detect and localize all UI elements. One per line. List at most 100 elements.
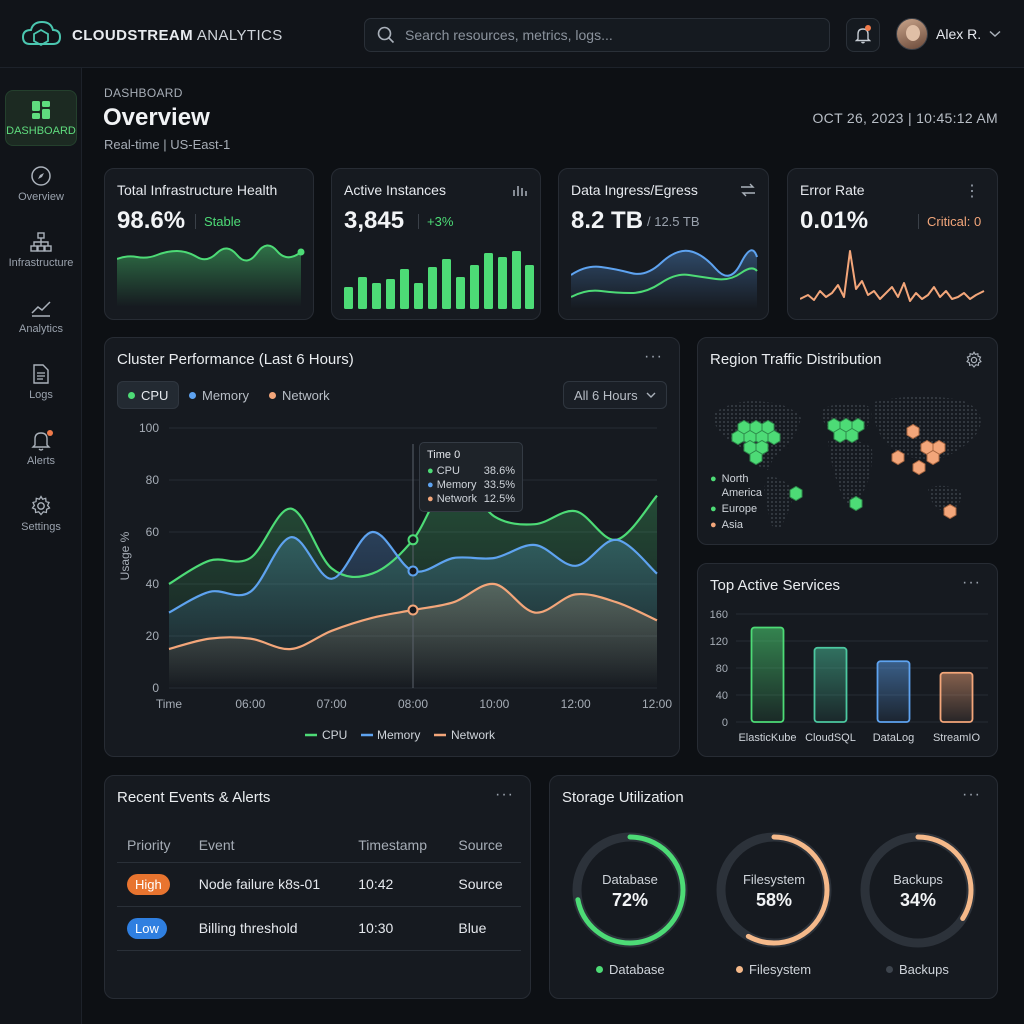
card-title: Region Traffic Distribution: [710, 351, 882, 368]
more-options-icon[interactable]: ···: [962, 786, 981, 803]
event-cell: Billing threshold: [188, 906, 349, 951]
tooltip-title: Time 0: [427, 449, 461, 461]
legend-item-asia: ● Asia: [710, 519, 744, 531]
compass-icon: [31, 166, 51, 186]
sidebar-item-dashboard[interactable]: DASHBOARD: [5, 90, 77, 146]
tooltip-row-cpu: ● CPU 38.6%: [427, 465, 515, 477]
sidebar-item-logs[interactable]: Logs: [5, 354, 77, 410]
table-row[interactable]: Low Billing threshold 10:30 Blue: [117, 906, 521, 951]
trend-icon: [31, 301, 51, 317]
legend-item-europe: ● Europe: [710, 503, 758, 515]
time-range-select[interactable]: All 6 Hours: [563, 381, 667, 409]
sidebar-item-label: Infrastructure: [8, 257, 74, 269]
column-header-timestamp[interactable]: Timestamp: [348, 828, 449, 863]
hover-point-memory: [407, 565, 419, 577]
kpi-card-instances[interactable]: Active Instances 3,845 +3%: [331, 168, 541, 320]
legend-label-cpu: CPU: [322, 728, 347, 742]
user-menu[interactable]: Alex R.: [896, 18, 1001, 50]
source-cell: Source: [448, 862, 521, 907]
kpi-title: Total Infrastructure Health: [117, 182, 278, 198]
column-header-priority[interactable]: Priority: [117, 828, 189, 863]
current-datetime: OCT 26, 2023 | 10:45:12 AM: [812, 110, 998, 126]
card-title: Recent Events & Alerts: [117, 789, 271, 806]
priority-cell: Low: [117, 906, 189, 951]
kpi-card-ingress[interactable]: Data Ingress/Egress 8.2 TB / 12.5 TB: [558, 168, 769, 320]
sidebar-item-alerts[interactable]: Alerts: [5, 420, 77, 476]
page-title: Overview: [103, 104, 210, 131]
gear-icon: [31, 495, 51, 516]
health-sparkline: [117, 244, 305, 307]
y-tick-label: 100: [139, 421, 159, 435]
brand-name: CLOUDSTREAM ANALYTICS: [72, 26, 283, 44]
y-axis-label: Usage %: [118, 531, 132, 580]
search-bar[interactable]: [364, 18, 830, 52]
kpi-card-health[interactable]: Total Infrastructure Health 98.6% Stable: [104, 168, 314, 320]
y-tick-label: 40: [146, 577, 160, 591]
kpi-title: Error Rate: [800, 182, 865, 198]
x-category-label: ElasticKube: [738, 732, 796, 744]
more-options-icon[interactable]: ···: [644, 348, 663, 365]
bar-elastickube: [750, 626, 785, 723]
kpi-critical-count: Critical: 0: [918, 214, 981, 229]
chart-bars: [750, 626, 974, 723]
table-header-row: Priority Event Timestamp Source: [117, 828, 521, 863]
x-tick-label: 06:00: [235, 697, 265, 711]
donut-arc-backups: [862, 834, 974, 946]
cluster-performance-card: Cluster Performance (Last 6 Hours) ··· C…: [104, 337, 680, 757]
sidebar-item-overview[interactable]: Overview: [5, 156, 77, 212]
sidebar-item-analytics[interactable]: Analytics: [5, 288, 77, 344]
x-tick-label: 12:00: [642, 697, 672, 711]
swap-arrows-icon[interactable]: [740, 183, 756, 197]
priority-cell: High: [117, 862, 189, 907]
sidebar-item-settings[interactable]: Settings: [5, 486, 77, 542]
breadcrumb[interactable]: DASHBOARD: [104, 86, 183, 100]
grid-icon: [32, 101, 50, 119]
sidebar-item-label: Alerts: [26, 455, 56, 467]
legend-item-backups: Backups: [886, 962, 949, 977]
chip-label: CPU: [141, 387, 169, 403]
more-options-icon[interactable]: ···: [495, 786, 514, 803]
brand[interactable]: CLOUDSTREAM ANALYTICS: [20, 18, 283, 52]
page-subtitle: Real-time | US-East-1: [104, 137, 231, 152]
filter-chip-cpu[interactable]: CPU: [117, 381, 180, 409]
instances-bar-sparkline: [344, 251, 534, 309]
time-range-value: All 6 Hours: [574, 387, 638, 403]
search-input[interactable]: [405, 27, 805, 43]
chart-legend: CPU Memory Network: [305, 728, 496, 742]
storage-card: Storage Utilization ··· Database 72% File…: [549, 775, 998, 999]
legend-item-filesystem: Filesystem: [736, 962, 811, 977]
region-legend: ● North America ● Europe ● Asia: [710, 472, 766, 532]
x-tick-label: 08:00: [398, 697, 428, 711]
more-options-icon[interactable]: ···: [962, 574, 981, 591]
kpi-title: Active Instances: [344, 182, 446, 198]
kpi-card-errors[interactable]: Error Rate ⋮ 0.01% Critical: 0: [787, 168, 998, 320]
gear-icon[interactable]: [965, 351, 983, 369]
kpi-value: 98.6%: [117, 207, 186, 234]
x-tick-label: Time: [156, 697, 183, 711]
bar-chart-icon[interactable]: [512, 183, 528, 197]
priority-badge-high: High: [127, 873, 170, 895]
chart-axis-labels: 0 40 80 120 160 ElasticKube CloudSQL DataLog Str…: [710, 609, 981, 744]
chart-tooltip: Time 0 ● CPU 38.6% ● Memory 33.5% ● Networ…: [419, 442, 523, 512]
column-header-event[interactable]: Event: [188, 828, 349, 863]
legend-label-memory: Memory: [377, 728, 420, 742]
filter-chip-memory[interactable]: Memory: [179, 381, 259, 409]
more-options-icon[interactable]: ⋮: [964, 183, 981, 200]
y-tick-label: 120: [710, 636, 728, 648]
filter-chip-network[interactable]: Network: [259, 381, 340, 409]
y-tick-label: 80: [716, 663, 728, 675]
avatar: [896, 18, 928, 50]
australia-landmass: [928, 485, 962, 512]
sidebar-item-label: Overview: [18, 191, 64, 203]
event-cell: Node failure k8s-01: [188, 862, 349, 907]
x-tick-label: 07:00: [317, 697, 347, 711]
notifications-button[interactable]: [846, 18, 880, 52]
asia-landmass: [874, 396, 981, 460]
chip-label: Memory: [202, 387, 249, 403]
memory-dot: [189, 391, 196, 399]
column-header-source[interactable]: Source: [448, 828, 521, 863]
y-tick-label: 60: [146, 525, 160, 539]
sidebar-item-infrastructure[interactable]: Infrastructure: [5, 222, 77, 278]
table-row[interactable]: High Node failure k8s-01 10:42 Source: [117, 862, 521, 907]
notification-dot: [865, 25, 871, 31]
